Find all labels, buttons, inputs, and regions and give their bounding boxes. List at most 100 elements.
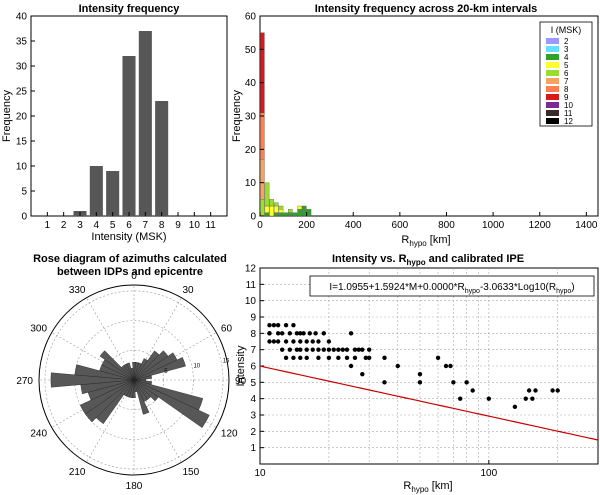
bar-segment-4 xyxy=(274,212,279,217)
chart-title: Intensity frequency across 20-km interva… xyxy=(315,3,538,15)
data-point xyxy=(291,322,296,328)
data-point xyxy=(310,339,315,344)
data-point xyxy=(366,347,372,352)
data-point xyxy=(417,371,423,377)
x-axis-label-main: R xyxy=(401,234,409,246)
data-point xyxy=(348,363,354,369)
bar-segment-5 xyxy=(297,205,302,210)
title-main: Intensity vs. R xyxy=(332,253,407,265)
data-point xyxy=(313,331,318,336)
data-point xyxy=(304,347,309,352)
data-point xyxy=(291,355,296,361)
bar-segment-5 xyxy=(264,205,270,213)
data-point xyxy=(283,355,289,361)
y-tick-label: 10 xyxy=(245,296,257,307)
legend-swatch-5 xyxy=(546,62,559,68)
data-point xyxy=(344,347,350,352)
x-tick-label: 10 xyxy=(189,220,201,231)
bar-segment-4 xyxy=(283,212,288,217)
equation-subscript-2: hypo xyxy=(556,288,571,295)
data-point xyxy=(271,339,277,344)
y-tick-label: 25 xyxy=(16,87,28,98)
angle-label: 210 xyxy=(69,467,86,478)
data-point xyxy=(382,355,387,361)
data-point xyxy=(356,347,361,352)
y-tick-label: 3 xyxy=(250,411,256,422)
data-point xyxy=(287,331,293,336)
x-tick-label: 7 xyxy=(143,220,149,231)
data-point xyxy=(294,331,300,336)
bar-segment-4 xyxy=(264,212,270,217)
bar-segment-6 xyxy=(274,202,279,207)
legend-swatch-4 xyxy=(546,54,559,60)
rose-sector-340 xyxy=(126,362,135,381)
data-point xyxy=(307,331,312,336)
y-tick-label: 5 xyxy=(21,187,27,198)
data-point xyxy=(395,363,400,369)
x-tick-label: 100 xyxy=(480,468,497,479)
data-point xyxy=(291,339,296,344)
x-tick-label: 0 xyxy=(257,220,263,231)
y-tick-label: 20 xyxy=(245,145,257,156)
rose-diagram: Rose diagram of azimuths calculated betw… xyxy=(16,253,246,492)
bar-segment-5 xyxy=(269,205,274,217)
y-tick-label: 0 xyxy=(250,212,256,223)
rose-sector-70 xyxy=(133,357,186,381)
y-tick-label: 40 xyxy=(16,12,28,23)
bar-segment-4 xyxy=(278,212,284,217)
legend-swatch-6 xyxy=(546,70,559,76)
data-point xyxy=(298,331,303,336)
bar-segment-4 xyxy=(288,212,293,217)
data-point xyxy=(304,355,309,361)
data-point xyxy=(283,339,289,344)
data-point xyxy=(287,347,293,352)
data-point xyxy=(435,355,441,361)
bar-segment-4 xyxy=(306,209,312,217)
data-point xyxy=(301,331,306,336)
x-tick-label: 3 xyxy=(77,220,83,231)
data-point xyxy=(316,347,321,352)
bar-4 xyxy=(89,166,103,216)
equation-main: I=1.0955+1.5924*M+0.0000*R xyxy=(329,282,464,293)
data-point xyxy=(326,347,332,352)
rose-sector-240 xyxy=(79,379,135,415)
x-tick-label: 6 xyxy=(126,220,132,231)
calibrated-ipe-line xyxy=(259,365,599,441)
legend-swatch-3 xyxy=(546,46,559,52)
legend-swatch-12 xyxy=(546,118,559,124)
y-tick-label: 40 xyxy=(245,78,257,89)
legend-swatch-7 xyxy=(546,78,559,84)
bar-5 xyxy=(106,171,120,216)
data-point xyxy=(530,396,535,401)
y-tick-label: 10 xyxy=(16,162,28,173)
angle-label: 60 xyxy=(221,324,233,335)
angle-label: 240 xyxy=(30,429,47,440)
equation-text: I=1.0955+1.5924*M+0.0000*Rhypo-3.0633*Lo… xyxy=(329,282,574,295)
data-point xyxy=(550,388,555,393)
y-tick-label: 6 xyxy=(250,362,256,373)
equation-middle: -3.0633*Log10(R xyxy=(480,282,556,293)
equation-subscript-1: hypo xyxy=(465,288,480,295)
data-point xyxy=(512,404,518,410)
angle-label: 150 xyxy=(183,467,200,478)
legend-label-7: 7 xyxy=(564,77,569,86)
legend-label-11: 11 xyxy=(564,109,573,118)
data-point xyxy=(304,339,309,344)
y-tick-label: 30 xyxy=(245,112,257,123)
x-tick-label: 200 xyxy=(298,220,315,231)
chart-title-line2: between IDPs and epicentre xyxy=(57,266,203,278)
x-axis-label-main: R xyxy=(403,480,411,492)
angle-label: 0 xyxy=(131,271,137,282)
equation-box: I=1.0955+1.5924*M+0.0000*Rhypo-3.0633*Lo… xyxy=(309,275,595,297)
data-point xyxy=(336,347,341,352)
y-tick-label: 10 xyxy=(245,178,257,189)
rose-sector-120 xyxy=(133,379,210,428)
legend-swatch-2 xyxy=(546,38,559,44)
radial-tick-label: 15 xyxy=(223,359,230,365)
data-point xyxy=(363,355,369,361)
title-rest: and calibrated IPE xyxy=(426,253,524,265)
bar-8 xyxy=(155,101,169,216)
y-tick-label: 30 xyxy=(16,62,28,73)
